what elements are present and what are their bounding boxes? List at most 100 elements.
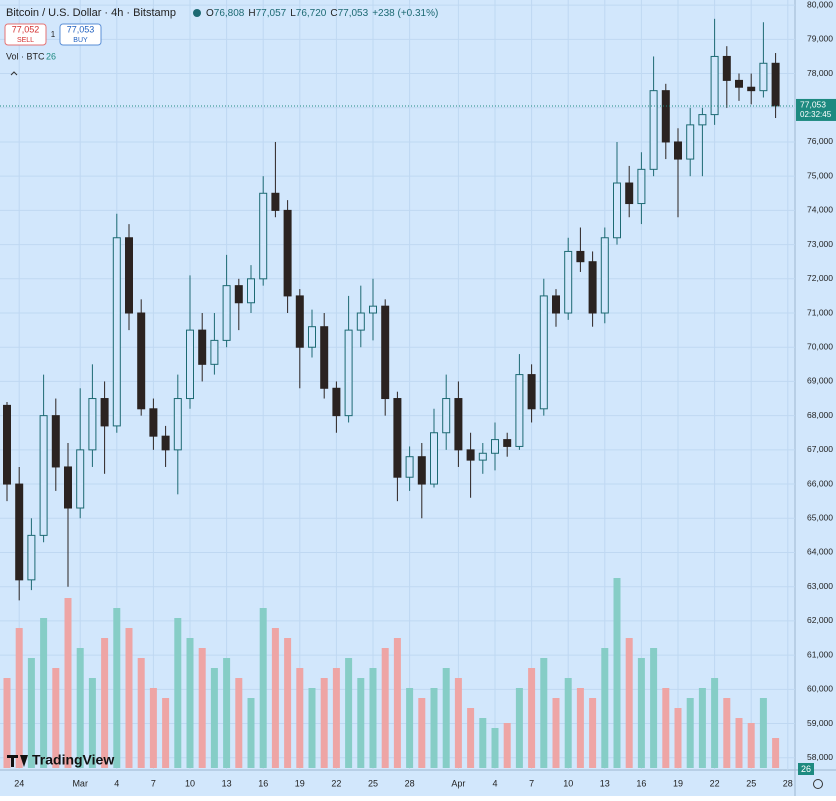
buy-price: 77,053 xyxy=(67,24,95,34)
volume-bar xyxy=(271,628,279,768)
ohlc-legend: O76,808 H77,057 L76,720 C77,053 +238 (+0.31%… xyxy=(206,8,438,19)
ohlc-value: 77,057 xyxy=(256,8,287,19)
candle-body xyxy=(722,55,731,81)
collapse-icon[interactable] xyxy=(10,71,18,76)
volume-bar xyxy=(637,658,645,768)
volume-bar xyxy=(747,723,755,768)
spread: 1 xyxy=(51,30,56,39)
x-tick-label: 16 xyxy=(258,778,268,788)
ohlc-key: O xyxy=(206,8,214,19)
volume-bar xyxy=(247,698,255,768)
volume-badge-value: 26 xyxy=(801,764,811,774)
x-tick-label: 7 xyxy=(151,778,156,788)
candle-body xyxy=(15,483,24,581)
volume-bar xyxy=(174,618,182,768)
candle-body xyxy=(649,90,658,170)
candle-body xyxy=(308,326,316,348)
volume-bar xyxy=(149,688,157,768)
candle-body xyxy=(186,329,194,400)
candle-body xyxy=(552,295,560,314)
chart-title: Bitcoin / U.S. Dollar · 4h · Bitstamp xyxy=(6,7,176,19)
candle-body xyxy=(686,124,695,160)
volume-bar xyxy=(381,648,389,768)
candle-body xyxy=(576,250,585,263)
candle-body xyxy=(466,449,475,461)
candle-body xyxy=(503,439,512,447)
candle-body xyxy=(417,456,426,485)
volume-bar xyxy=(515,688,523,768)
volume-bar xyxy=(528,668,536,768)
candle-body xyxy=(600,237,609,314)
volume-bar xyxy=(345,658,353,768)
volume-bar xyxy=(27,658,35,768)
candle-body xyxy=(295,295,304,348)
volume-bar xyxy=(320,678,328,768)
candle-body xyxy=(539,295,548,410)
candle-body xyxy=(173,398,182,451)
volume-bar xyxy=(15,628,23,768)
sell-price: 77,052 xyxy=(12,24,40,34)
volume-bar xyxy=(40,618,48,768)
volume-bar xyxy=(467,708,475,768)
candle-body xyxy=(27,534,36,581)
candle-body xyxy=(88,398,97,451)
y-tick-label: 59,000 xyxy=(807,718,833,728)
candle-body xyxy=(381,305,390,400)
volume-bar xyxy=(125,628,133,768)
last-price-label: 77,053 xyxy=(800,100,826,110)
y-tick-label: 75,000 xyxy=(807,170,833,180)
ohlc-value: 76,808 xyxy=(214,8,245,19)
candle-body xyxy=(735,79,743,88)
sell-button[interactable] xyxy=(4,23,47,46)
buy-button[interactable] xyxy=(59,23,102,46)
volume-bar xyxy=(357,678,365,768)
sell-label: SELL xyxy=(17,37,34,44)
ohlc-value: 77,053 xyxy=(338,8,369,19)
volume-bar xyxy=(564,678,572,768)
volume-bar xyxy=(650,648,658,768)
x-tick-label: 28 xyxy=(405,778,415,788)
candle-body xyxy=(39,415,48,536)
volume-bar xyxy=(540,658,548,768)
candle-body xyxy=(661,90,670,143)
candle-body xyxy=(369,305,377,314)
volume-bar xyxy=(662,688,670,768)
volume-bar xyxy=(88,678,96,768)
candle-body xyxy=(51,415,60,468)
volume-bar xyxy=(430,688,438,768)
y-tick-label: 78,000 xyxy=(807,68,833,78)
y-tick-label: 76,000 xyxy=(807,136,833,146)
candle-body xyxy=(320,326,329,389)
brand-name: TradingView xyxy=(32,752,114,768)
x-tick-label: 28 xyxy=(783,778,793,788)
candle-body xyxy=(564,250,573,314)
volume-bar xyxy=(589,698,597,768)
candle-body xyxy=(100,398,109,427)
candle-body xyxy=(198,329,207,365)
volume-bar xyxy=(308,688,316,768)
volume-bar xyxy=(625,638,633,768)
candle-body xyxy=(76,449,85,509)
volume-bar xyxy=(772,738,780,768)
ohlc-key: C xyxy=(330,8,337,19)
x-tick-label: 7 xyxy=(529,778,534,788)
candle-body xyxy=(3,404,11,485)
candle-body xyxy=(234,285,243,304)
volume-bar xyxy=(686,698,694,768)
volume-bar xyxy=(296,668,304,768)
settings-icon[interactable] xyxy=(813,779,823,789)
candle-body xyxy=(710,55,719,116)
volume-last: 26 xyxy=(46,51,56,61)
candle-body xyxy=(125,237,133,314)
y-tick-label: 66,000 xyxy=(807,478,833,488)
candle-body xyxy=(149,408,158,437)
x-tick-label: 19 xyxy=(295,778,305,788)
y-tick-label: 67,000 xyxy=(807,444,833,454)
volume-bar xyxy=(223,658,231,768)
candle-body xyxy=(393,398,402,478)
x-tick-label: 16 xyxy=(636,778,646,788)
price-axis xyxy=(795,0,836,796)
volume-bar xyxy=(552,698,560,768)
y-tick-label: 79,000 xyxy=(807,34,833,44)
